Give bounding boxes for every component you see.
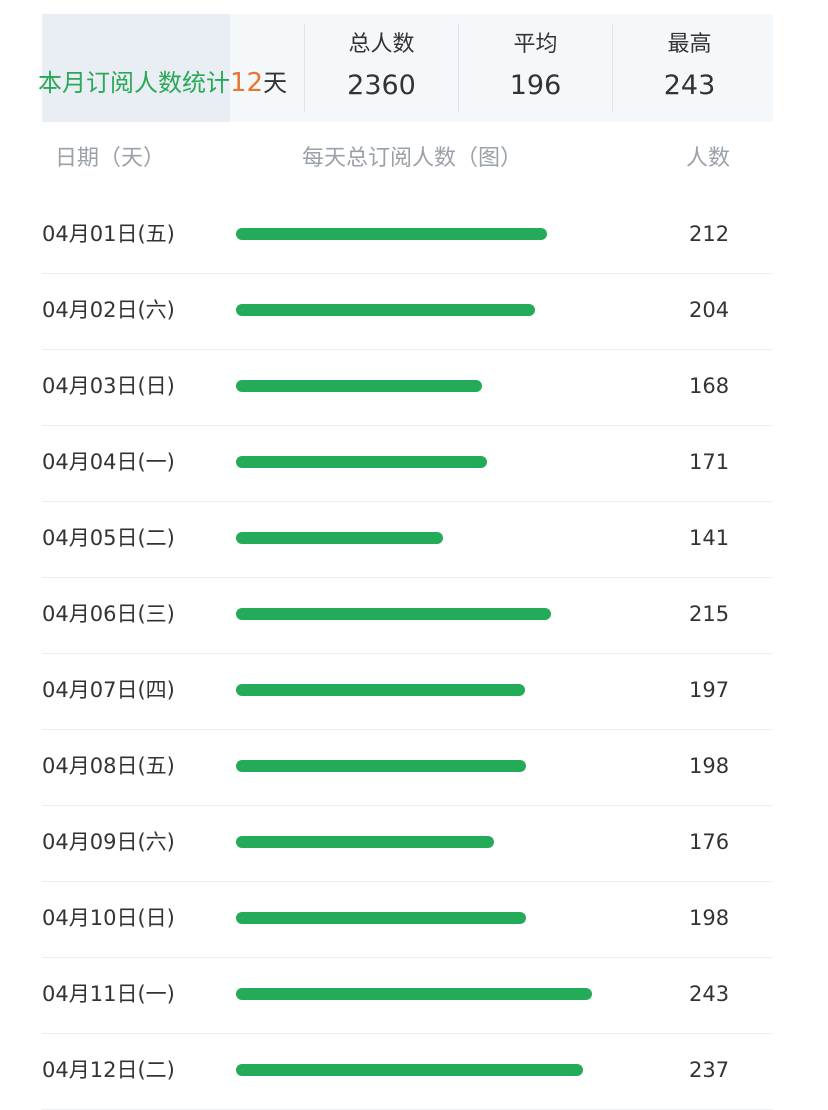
stat-max-label: 最高: [667, 32, 712, 57]
table-row: 04月01日(五) 212: [42, 198, 773, 274]
title-box: 本月订阅人数统计12天: [38, 14, 287, 122]
row-date-label: 04月11日(一): [42, 982, 175, 1006]
bar-mark: [236, 912, 526, 924]
row-date-label: 04月08日(五): [42, 754, 175, 778]
table-row: 04月08日(五) 198: [42, 730, 773, 806]
row-count-label: 171: [689, 450, 730, 474]
title-label: 本月订阅人数统计: [38, 69, 230, 97]
row-count-label: 243: [689, 982, 730, 1006]
row-count-label: 176: [689, 830, 730, 854]
row-count-label: 237: [689, 1058, 730, 1082]
bar-mark: [236, 684, 525, 696]
title-days: 12: [230, 68, 264, 98]
stat-total: 总人数 2360: [304, 24, 458, 112]
row-date-label: 04月12日(二): [42, 1058, 175, 1082]
title-days-unit: 天: [263, 69, 288, 97]
row-count-label: 197: [689, 678, 730, 702]
row-count-label: 168: [689, 374, 730, 398]
stat-average: 平均 196: [458, 24, 612, 112]
row-date-label: 04月09日(六): [42, 830, 175, 854]
bar-mark: [236, 532, 443, 544]
row-count-label: 141: [689, 526, 730, 550]
stat-average-label: 平均: [513, 32, 558, 57]
row-date-label: 04月06日(三): [42, 602, 175, 626]
stat-max: 最高 243: [612, 24, 766, 112]
table-row: 04月12日(二) 237: [42, 1034, 773, 1110]
stat-average-value: 196: [509, 70, 562, 101]
table-row: 04月07日(四) 197: [42, 654, 773, 730]
summary-header: 本月订阅人数统计12天 总人数 2360 平均 196 最高 243: [38, 14, 773, 122]
bar-mark: [236, 456, 487, 468]
bar-mark: [236, 380, 482, 392]
table-row: 04月03日(日) 168: [42, 350, 773, 426]
column-header-date: 日期（天）: [55, 146, 166, 171]
stat-total-value: 2360: [347, 70, 416, 101]
row-count-label: 212: [689, 222, 730, 246]
bar-mark: [236, 304, 535, 316]
bar-mark: [236, 760, 526, 772]
bar-mark: [236, 608, 551, 620]
column-header-bar: 每天总订阅人数（图）: [302, 146, 523, 171]
row-date-label: 04月07日(四): [42, 678, 175, 702]
row-date-label: 04月03日(日): [42, 374, 175, 398]
table-row: 04月10日(日) 198: [42, 882, 773, 958]
bar-mark: [236, 228, 547, 240]
stat-max-value: 243: [663, 70, 716, 101]
stats-group: 总人数 2360 平均 196 最高 243: [230, 14, 773, 122]
row-date-label: 04月01日(五): [42, 222, 175, 246]
bar-mark: [236, 836, 494, 848]
row-count-label: 204: [689, 298, 730, 322]
bar-mark: [236, 988, 592, 1000]
stat-total-label: 总人数: [348, 32, 415, 57]
row-count-label: 198: [689, 906, 730, 930]
column-header-count: 人数: [686, 146, 731, 171]
table-row: 04月11日(一) 243: [42, 958, 773, 1034]
row-count-label: 215: [689, 602, 730, 626]
row-date-label: 04月04日(一): [42, 450, 175, 474]
table-row: 04月06日(三) 215: [42, 578, 773, 654]
row-date-label: 04月05日(二): [42, 526, 175, 550]
table-row: 04月02日(六) 204: [42, 274, 773, 350]
summary-title: 本月订阅人数统计12天: [38, 66, 287, 100]
daily-rows: 04月01日(五) 212 04月02日(六) 204 04月03日(日) 168 04月0…: [42, 198, 773, 1110]
table-row: 04月05日(二) 141: [42, 502, 773, 578]
row-date-label: 04月10日(日): [42, 906, 175, 930]
table-row: 04月04日(一) 171: [42, 426, 773, 502]
row-date-label: 04月02日(六): [42, 298, 175, 322]
bar-mark: [236, 1064, 583, 1076]
row-count-label: 198: [689, 754, 730, 778]
table-row: 04月09日(六) 176: [42, 806, 773, 882]
